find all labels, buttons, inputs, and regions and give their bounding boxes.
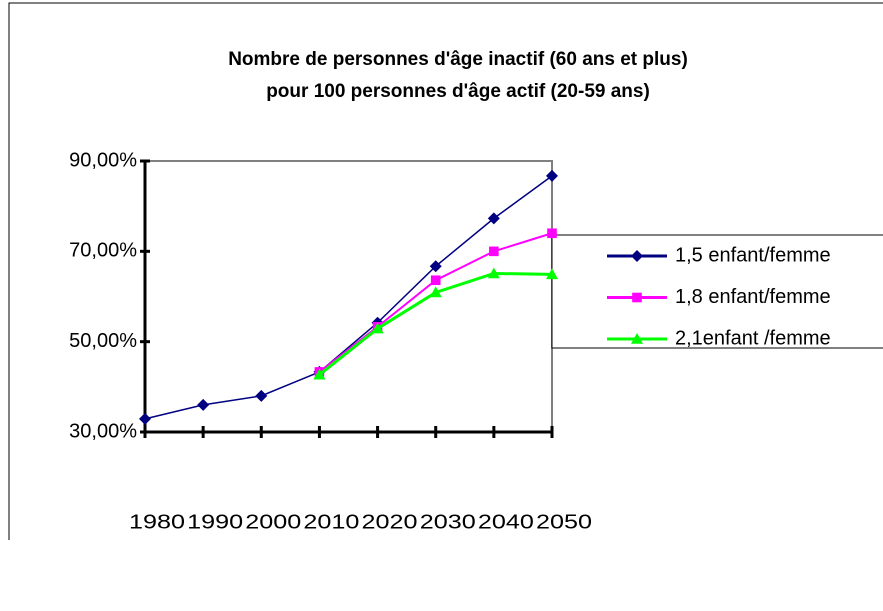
marker xyxy=(429,260,442,273)
chart-title: pour 100 personnes d'âge actif (20-59 an… xyxy=(266,81,650,102)
marker xyxy=(429,286,442,298)
marker xyxy=(547,228,557,239)
marker xyxy=(430,275,441,286)
x-tick-label: 2040 xyxy=(478,511,534,533)
x-tick-label: 1980 xyxy=(129,511,185,533)
legend xyxy=(551,234,883,349)
series-line xyxy=(144,175,553,420)
marker xyxy=(631,250,643,262)
marker xyxy=(197,398,210,411)
chart-title: Nombre de personnes d'âge inactif (60 an… xyxy=(228,49,688,70)
plot-border xyxy=(145,160,553,432)
series-line xyxy=(318,232,553,373)
x-tick-label: 2010 xyxy=(303,511,359,533)
marker xyxy=(546,268,558,280)
x-tick-label: 2050 xyxy=(536,511,592,533)
x-tick-label: 2020 xyxy=(362,511,418,533)
y-tick-label: 50,00% xyxy=(69,330,137,352)
marker xyxy=(632,292,642,303)
x-tick-label: 2000 xyxy=(245,511,301,533)
marker xyxy=(313,368,326,380)
marker xyxy=(139,412,151,425)
marker xyxy=(631,333,643,344)
y-tick-label: 30,00% xyxy=(69,420,137,442)
marker xyxy=(487,212,500,225)
legend-label: 1,5 enfant/femme xyxy=(675,244,831,266)
x-tick-label: 1990 xyxy=(187,511,243,533)
legend-label: 2,1enfant /femme xyxy=(675,327,831,349)
marker xyxy=(546,169,558,182)
y-tick-label: 90,00% xyxy=(69,149,137,171)
y-tick-label: 70,00% xyxy=(69,240,137,262)
marker xyxy=(255,389,268,402)
marker xyxy=(489,246,499,257)
legend-label: 1,8 enfant/femme xyxy=(675,286,831,308)
chart-frame xyxy=(8,2,883,540)
marker xyxy=(371,322,384,334)
x-tick-label: 2030 xyxy=(420,511,476,533)
marker xyxy=(487,267,500,279)
